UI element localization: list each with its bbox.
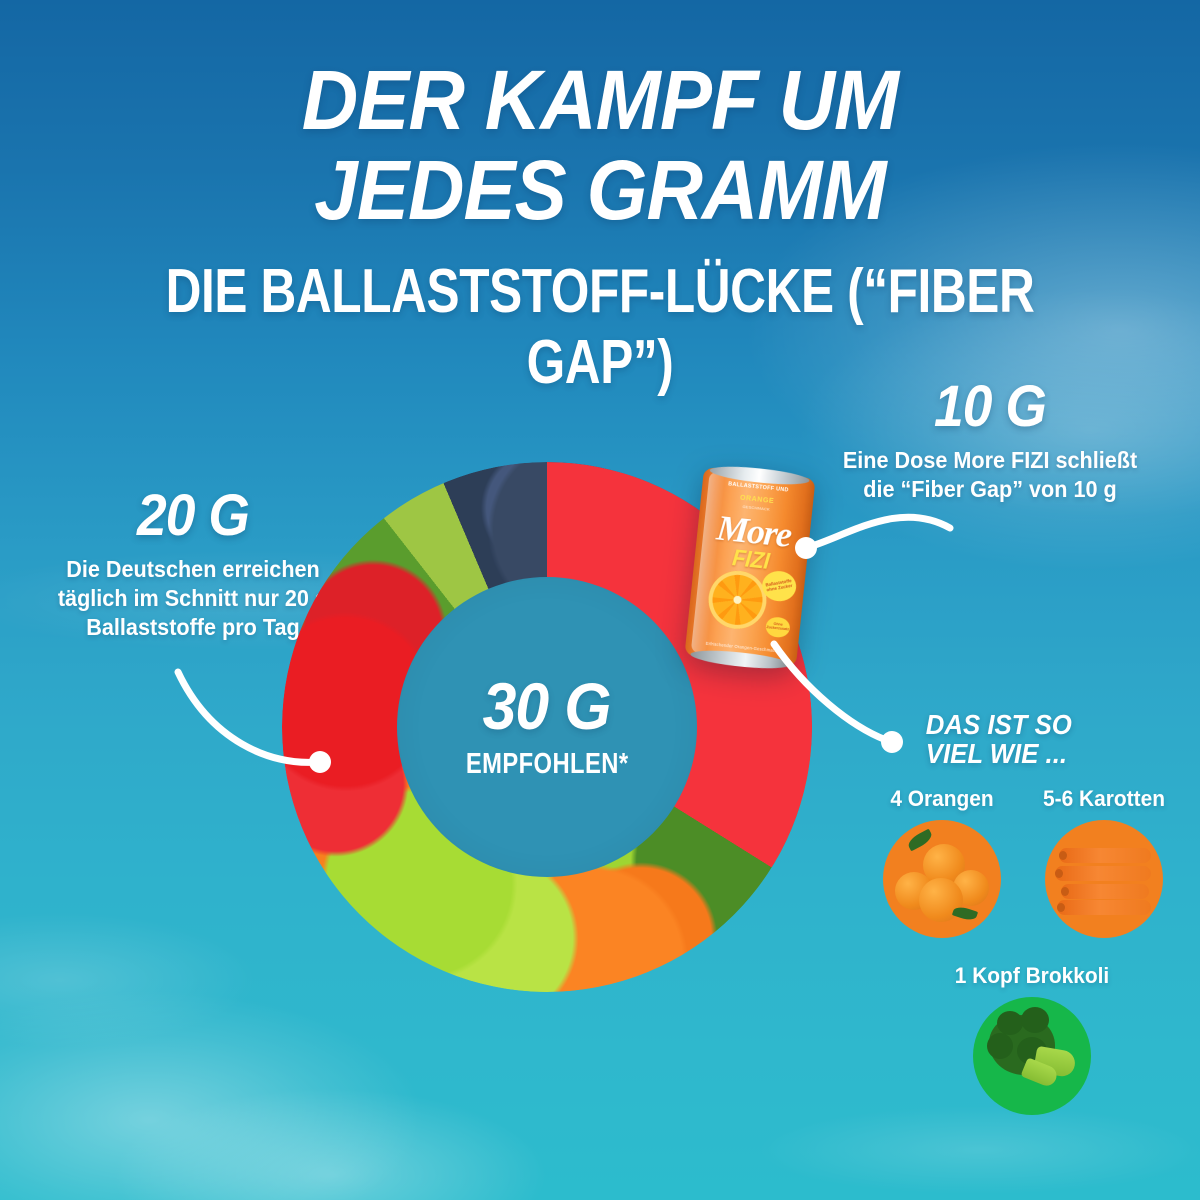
equivalents-title-line-2: VIEL WIE ... <box>925 738 1068 770</box>
donut-center-label: EMPFOHLEN* <box>465 748 629 780</box>
more-fizi-can: BALLASTSTOFF UND ORANGE GESCHMACK More F… <box>684 463 816 672</box>
equivalent-carrots: 5-6 Karotten <box>1020 786 1188 938</box>
can-badge-primary: Ballaststoffe ohne Zucker <box>760 569 798 603</box>
can-badge-secondary: Ohne Zuckerzusatz <box>764 616 791 639</box>
callout-intake-line-1: Die Deutschen erreichen <box>66 556 320 582</box>
equivalents-title-line-1: DAS IST SO <box>925 709 1072 740</box>
equivalent-oranges: 4 Orangen <box>876 786 1008 938</box>
can-badge-primary-text: Ballaststoffe ohne Zucker <box>765 578 793 593</box>
callout-gap-line-2: die “Fiber Gap” von 10 g <box>863 475 1117 502</box>
callout-gap-line-1: Eine Dose More FIZI schließt <box>842 447 1138 473</box>
equivalents-title: DAS IST SO VIEL WIE ... <box>926 710 1174 769</box>
headline-line-2: JEDES GRAMM <box>314 143 886 237</box>
connector-equivalents-dot <box>881 731 903 753</box>
carrots-icon <box>1045 820 1163 938</box>
connector-gap <box>808 513 954 550</box>
broccoli-icon <box>973 997 1091 1115</box>
donut-center-value: 30 G <box>483 669 612 743</box>
can-body: BALLASTSTOFF UND ORANGE GESCHMACK More F… <box>684 466 816 668</box>
callout-intake-line-2: täglich im Schnitt nur 20 g <box>57 584 329 611</box>
page-subtitle: DIE BALLASTSTOFF-LÜCKE (“FIBER GAP”) <box>165 257 1035 397</box>
can-badge-secondary-text: Ohne Zuckerzusatz <box>766 621 790 632</box>
callout-gap-value: 10 G <box>933 374 1047 439</box>
callout-intake: 20 G Die Deutschen erreichen täglich im … <box>28 487 358 642</box>
callout-intake-value: 20 G <box>136 483 250 548</box>
equivalent-oranges-caption: 4 Orangen <box>890 786 994 811</box>
callout-intake-line-3: Ballaststoffe pro Tag <box>86 613 300 640</box>
oranges-icon <box>883 820 1001 938</box>
equivalent-broccoli-caption: 1 Kopf Brokkoli <box>954 963 1110 988</box>
equivalent-carrots-caption: 5-6 Karotten <box>1043 786 1165 811</box>
callout-gap: 10 G Eine Dose More FIZI schließt die “F… <box>790 378 1190 504</box>
headline-line-1: DER KAMPF UM <box>301 53 899 147</box>
equivalent-broccoli: 1 Kopf Brokkoli <box>932 963 1132 1115</box>
donut-center: 30 G EMPFOHLEN* <box>397 577 697 877</box>
